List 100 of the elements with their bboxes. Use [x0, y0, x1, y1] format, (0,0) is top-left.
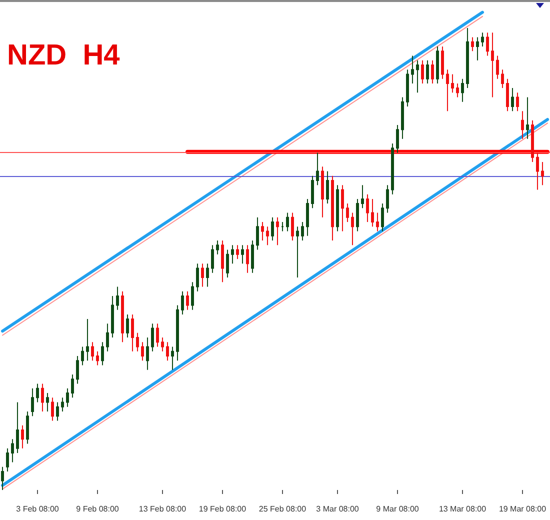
candlestick — [406, 69, 409, 108]
candlestick — [81, 346, 84, 366]
candlestick — [371, 198, 374, 228]
candlestick — [401, 96, 404, 140]
candlestick — [351, 212, 354, 246]
candlestick — [481, 32, 484, 47]
candlestick — [71, 374, 74, 398]
candlestick — [396, 124, 399, 154]
candlestick — [386, 184, 389, 214]
candlestick — [21, 424, 24, 449]
candlestick — [61, 397, 64, 412]
candlestick — [261, 222, 264, 242]
candlestick — [196, 263, 199, 292]
candlestick — [541, 161, 544, 186]
candlestick — [16, 402, 19, 454]
candlestick — [506, 78, 509, 112]
candlestick — [156, 323, 159, 348]
candlestick — [356, 198, 359, 232]
candlestick — [276, 216, 279, 246]
x-tick-label: 25 Feb 08:00 — [258, 504, 307, 514]
candlestick — [66, 388, 69, 408]
candlestick — [426, 60, 429, 84]
candlestick — [176, 304, 179, 362]
candlestick — [246, 244, 249, 274]
candlestick — [421, 60, 424, 84]
candlestick — [11, 438, 14, 463]
candlestick — [171, 346, 174, 370]
candlestick — [116, 286, 119, 310]
x-tick-label: 3 Feb 08:00 — [16, 504, 60, 514]
candlestick — [1, 466, 4, 490]
x-tick-label: 19 Feb 08:00 — [198, 504, 247, 514]
candlestick — [226, 249, 229, 278]
candlestick — [146, 337, 149, 370]
candlestick — [306, 198, 309, 236]
candlestick — [496, 55, 499, 80]
candlestick — [411, 55, 414, 84]
candlestick — [56, 402, 59, 422]
candlestick — [501, 69, 504, 89]
candlestick — [441, 46, 444, 80]
candlestick — [216, 240, 219, 255]
candlestick — [206, 263, 209, 288]
candlestick — [101, 342, 104, 366]
x-tick-label: 3 Mar 08:00 — [316, 504, 360, 514]
candlestick — [201, 263, 204, 288]
candlestick — [36, 383, 39, 403]
candlestick — [376, 212, 379, 232]
candlestick — [91, 342, 94, 362]
candlestick — [251, 240, 254, 274]
candlestick — [191, 282, 194, 310]
candlestick — [96, 350, 99, 366]
candlestick — [271, 216, 274, 242]
candlestick — [316, 152, 319, 186]
candlestick — [311, 175, 314, 209]
chart-title: NZD H4 — [7, 40, 120, 72]
candlestick — [151, 323, 154, 352]
candlestick — [26, 410, 29, 444]
x-tick-label: 9 Feb 08:00 — [76, 504, 120, 514]
candlestick — [46, 392, 49, 412]
candlestick — [51, 397, 54, 422]
candlestick — [531, 120, 534, 162]
candlestick — [256, 216, 259, 250]
candlestick — [131, 314, 134, 352]
candlestick — [526, 96, 529, 140]
x-tick-label: 9 Mar 08:00 — [376, 504, 420, 514]
candlestick — [86, 318, 89, 362]
x-tick-label: 13 Feb 08:00 — [138, 504, 187, 514]
candlestick — [106, 323, 109, 352]
candlestick — [431, 60, 434, 84]
candlestick — [231, 244, 234, 264]
candlestick — [296, 226, 299, 278]
candlestick — [391, 143, 394, 195]
candlestick — [291, 212, 294, 242]
candlestick — [286, 212, 289, 232]
candlestick — [471, 36, 474, 52]
candlestick — [321, 166, 324, 218]
candlestick — [436, 46, 439, 84]
candlestick — [346, 203, 349, 223]
candlestick — [451, 74, 454, 94]
candlestick — [461, 78, 464, 102]
candlestick — [266, 226, 269, 246]
candlestick — [536, 152, 539, 190]
candlestick — [161, 337, 164, 352]
candlestick — [416, 60, 419, 94]
candlestick — [486, 32, 489, 56]
candlestick — [476, 36, 479, 61]
candlestick — [126, 314, 129, 338]
candlestick — [521, 110, 524, 140]
candlestick — [341, 184, 344, 232]
candlestick — [446, 69, 449, 112]
candlestick — [381, 203, 384, 232]
candlestick — [281, 222, 284, 232]
candlestick — [41, 383, 44, 412]
candlestick — [366, 194, 369, 223]
candlestick — [6, 448, 9, 472]
candlestick — [186, 290, 189, 310]
candlestick — [361, 184, 364, 209]
candlestick — [336, 184, 339, 232]
candlestick — [241, 244, 244, 264]
candlestick — [111, 295, 114, 338]
candlestick — [76, 356, 79, 384]
